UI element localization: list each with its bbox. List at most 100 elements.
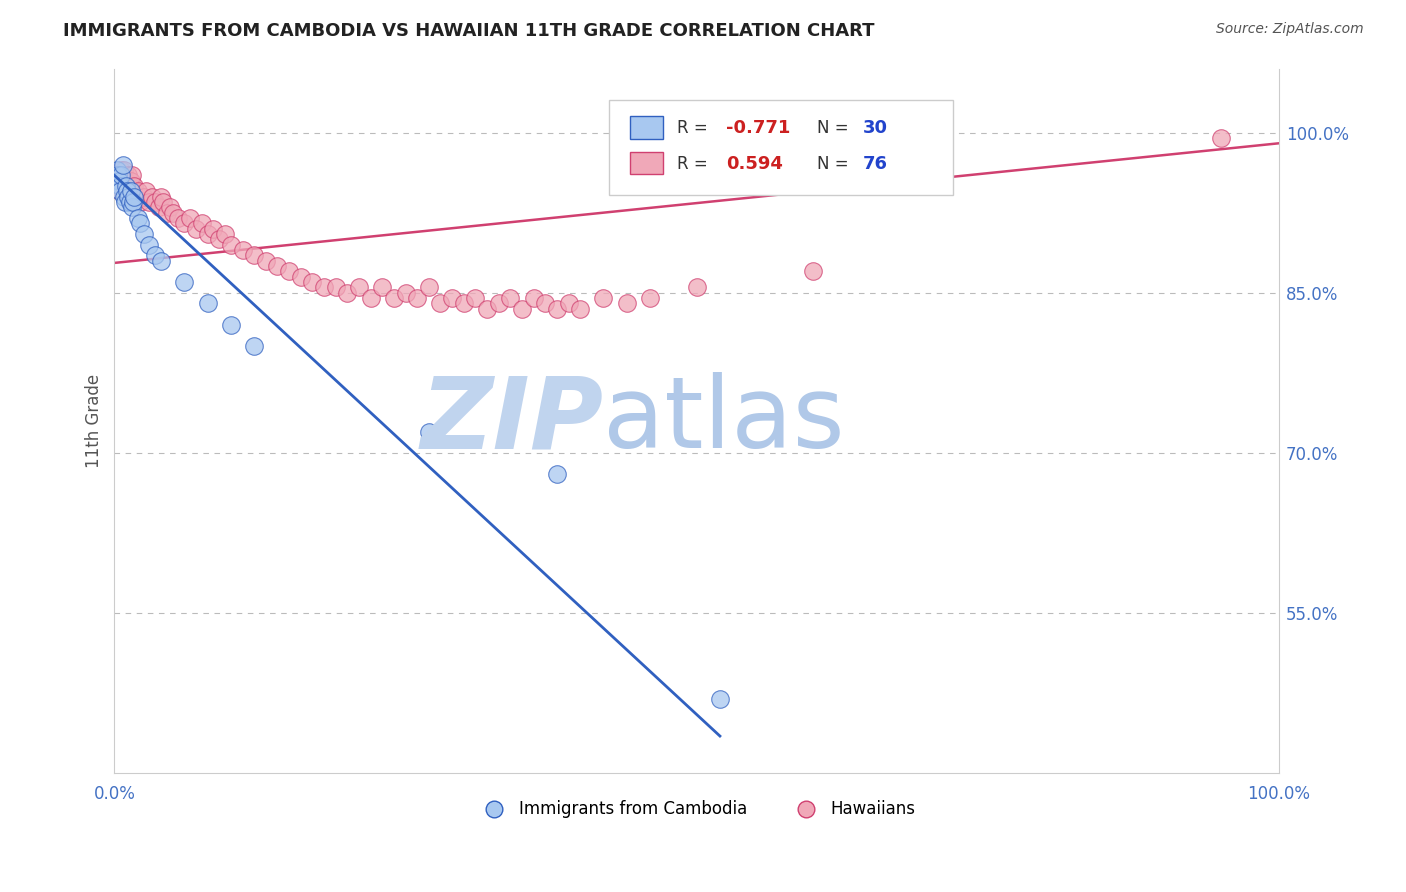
Point [464,291,486,305]
Point [173,216,195,230]
Point [336,285,359,300]
Point [112,163,135,178]
Point [115,185,138,199]
Text: Source: ZipAtlas.com: Source: ZipAtlas.com [1216,22,1364,37]
Point [266,259,288,273]
Point [197,296,219,310]
Point [179,211,201,225]
Point [150,253,173,268]
Point [122,189,145,203]
Point [208,232,231,246]
Point [301,275,323,289]
Point [120,185,142,199]
Point [135,185,157,199]
Point [499,291,522,305]
Point [110,169,132,183]
Point [167,211,190,225]
Point [110,185,132,199]
Point [418,280,440,294]
Point [243,339,266,353]
Point [117,189,139,203]
Point [418,425,440,439]
Point [801,264,824,278]
Point [453,296,475,310]
Point [118,194,141,209]
Point [114,179,136,194]
Point [184,221,207,235]
Point [112,189,135,203]
Point [114,194,136,209]
Point [429,296,451,310]
Point [1209,131,1232,145]
Point [122,194,145,209]
Text: 30: 30 [863,120,889,137]
Point [231,243,253,257]
Y-axis label: 11th Grade: 11th Grade [86,374,103,468]
Point [141,189,163,203]
Point [138,237,160,252]
Point [143,248,166,262]
Point [406,291,429,305]
Point [159,200,181,214]
Point [569,301,592,316]
Point [105,163,128,178]
Point [117,169,139,183]
Point [118,179,141,194]
Point [219,237,242,252]
Point [132,227,155,241]
Point [214,227,236,241]
Point [394,285,416,300]
Point [122,179,145,194]
Text: ZIP: ZIP [420,373,603,469]
Point [156,205,179,219]
Point [107,169,129,183]
Legend: Immigrants from Cambodia, Hawaiians: Immigrants from Cambodia, Hawaiians [471,794,922,825]
Point [127,211,149,225]
Point [557,296,579,310]
Text: R =: R = [676,120,713,137]
Text: IMMIGRANTS FROM CAMBODIA VS HAWAIIAN 11TH GRADE CORRELATION CHART: IMMIGRANTS FROM CAMBODIA VS HAWAIIAN 11T… [63,22,875,40]
Point [441,291,464,305]
Point [115,179,138,194]
Text: atlas: atlas [603,373,845,469]
Text: N =: N = [817,154,853,173]
Point [107,174,129,188]
Point [111,158,134,172]
Point [190,216,212,230]
Point [105,169,128,183]
Point [685,280,707,294]
Point [110,163,132,178]
Point [120,174,142,188]
Point [132,189,155,203]
Point [197,227,219,241]
Point [129,216,152,230]
Point [115,185,138,199]
FancyBboxPatch shape [630,152,662,174]
Point [108,179,131,194]
Point [115,174,138,188]
Point [546,301,568,316]
Point [121,200,143,214]
Point [371,280,394,294]
Text: -0.771: -0.771 [725,120,790,137]
Point [129,194,152,209]
Point [523,291,546,305]
Point [360,291,382,305]
Point [254,253,277,268]
Point [143,194,166,209]
Point [110,185,132,199]
Point [475,301,498,316]
Point [347,280,370,294]
Point [592,291,614,305]
Point [510,301,533,316]
Point [173,275,195,289]
Point [152,194,174,209]
Text: 0.594: 0.594 [725,154,783,173]
Point [127,185,149,199]
Text: 76: 76 [863,154,889,173]
Point [278,264,301,278]
Point [202,221,225,235]
FancyBboxPatch shape [609,100,953,195]
Point [150,189,173,203]
Point [148,200,170,214]
